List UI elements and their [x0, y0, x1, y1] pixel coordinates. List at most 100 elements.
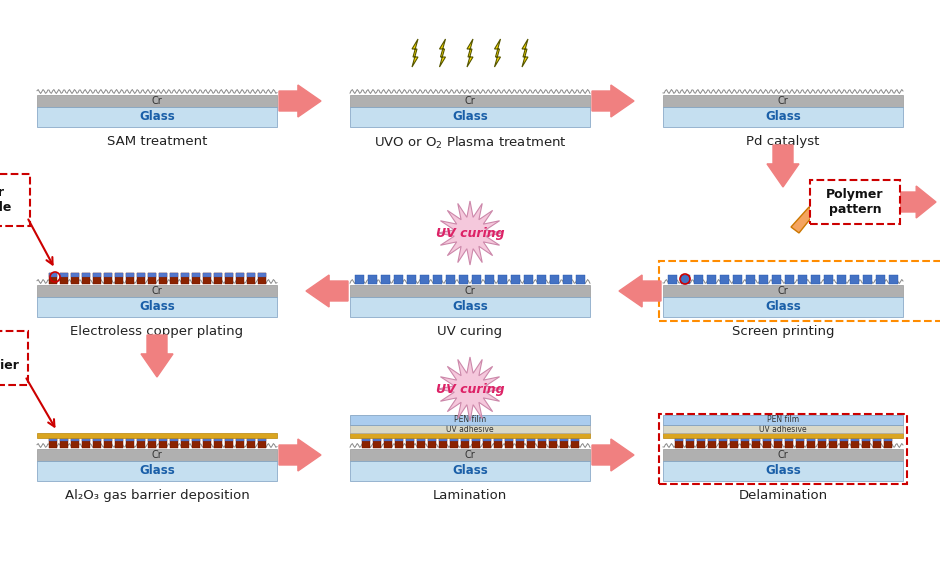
Text: UVO or O$_2$ Plasma treatment: UVO or O$_2$ Plasma treatment — [374, 135, 566, 151]
Bar — [59, 273, 68, 277]
Text: Glass: Glass — [452, 301, 488, 314]
Bar — [746, 275, 755, 284]
Polygon shape — [791, 207, 815, 233]
Text: Cr: Cr — [777, 450, 789, 460]
Bar — [438, 438, 446, 441]
Bar — [213, 438, 222, 441]
Bar — [103, 438, 112, 441]
Bar — [428, 438, 435, 448]
Polygon shape — [440, 39, 446, 67]
Bar — [526, 438, 535, 441]
Polygon shape — [279, 439, 321, 471]
Bar — [350, 461, 590, 481]
Bar — [861, 438, 870, 448]
Bar — [92, 438, 101, 441]
Bar — [126, 438, 133, 441]
Polygon shape — [522, 39, 528, 67]
Bar — [550, 275, 559, 284]
Bar — [824, 275, 833, 284]
Bar — [795, 438, 804, 448]
Bar — [350, 433, 590, 438]
Text: SAM treatment: SAM treatment — [107, 135, 207, 148]
Bar — [685, 438, 694, 441]
Bar — [37, 461, 277, 481]
Bar — [538, 438, 545, 448]
Bar — [169, 273, 178, 277]
Bar — [694, 275, 703, 284]
Text: Copper
electrode: Copper electrode — [0, 186, 12, 214]
Bar — [82, 438, 89, 448]
Bar — [148, 273, 155, 277]
Bar — [697, 438, 704, 441]
Bar — [350, 297, 590, 317]
Bar — [785, 438, 792, 448]
Text: UV adhesive: UV adhesive — [760, 425, 807, 434]
Bar — [708, 438, 715, 448]
Bar — [741, 438, 748, 448]
Bar — [851, 438, 858, 441]
Bar — [708, 438, 715, 441]
FancyBboxPatch shape — [0, 331, 28, 385]
Bar — [449, 438, 458, 448]
Text: Glass: Glass — [139, 301, 175, 314]
Polygon shape — [494, 39, 500, 67]
Bar — [563, 275, 572, 284]
Bar — [675, 438, 682, 448]
Bar — [159, 438, 166, 448]
Bar — [549, 438, 556, 448]
Bar — [225, 438, 232, 448]
Text: Cr: Cr — [151, 286, 163, 296]
Bar — [839, 438, 848, 448]
Bar — [37, 285, 277, 297]
Bar — [169, 438, 178, 448]
Bar — [115, 273, 122, 284]
Bar — [663, 449, 903, 461]
Bar — [884, 438, 891, 441]
Bar — [807, 438, 814, 448]
Bar — [884, 438, 891, 448]
Bar — [663, 461, 903, 481]
Bar — [126, 438, 133, 448]
Bar — [258, 273, 265, 284]
Bar — [59, 438, 68, 441]
Bar — [571, 438, 578, 441]
Bar — [136, 438, 145, 441]
Bar — [663, 95, 903, 107]
Text: Screen printing: Screen printing — [731, 325, 835, 338]
Bar — [818, 438, 825, 448]
Bar — [675, 438, 682, 441]
Bar — [126, 273, 133, 277]
Bar — [362, 438, 369, 448]
Bar — [70, 438, 79, 448]
Bar — [538, 438, 545, 441]
Bar — [549, 438, 556, 441]
Bar — [384, 438, 391, 441]
Bar — [37, 449, 277, 461]
Bar — [718, 438, 727, 441]
Bar — [192, 438, 199, 448]
Bar — [785, 438, 792, 441]
Bar — [103, 438, 112, 448]
Polygon shape — [412, 39, 418, 67]
Text: Electroless copper plating: Electroless copper plating — [70, 325, 243, 338]
Polygon shape — [438, 357, 502, 421]
Bar — [246, 438, 255, 448]
FancyBboxPatch shape — [810, 180, 900, 224]
Bar — [729, 438, 738, 448]
Bar — [381, 275, 390, 284]
Bar — [70, 273, 79, 277]
Bar — [571, 438, 578, 448]
Bar — [82, 273, 89, 284]
Bar — [355, 275, 364, 284]
Bar — [876, 275, 885, 284]
Text: Glass: Glass — [765, 465, 801, 478]
Bar — [472, 275, 481, 284]
Text: Glass: Glass — [765, 111, 801, 124]
Bar — [350, 285, 590, 297]
Bar — [741, 438, 748, 441]
Bar — [461, 438, 468, 448]
Text: Cr: Cr — [151, 450, 163, 460]
Bar — [405, 438, 414, 448]
Bar — [246, 273, 255, 277]
Bar — [433, 275, 442, 284]
